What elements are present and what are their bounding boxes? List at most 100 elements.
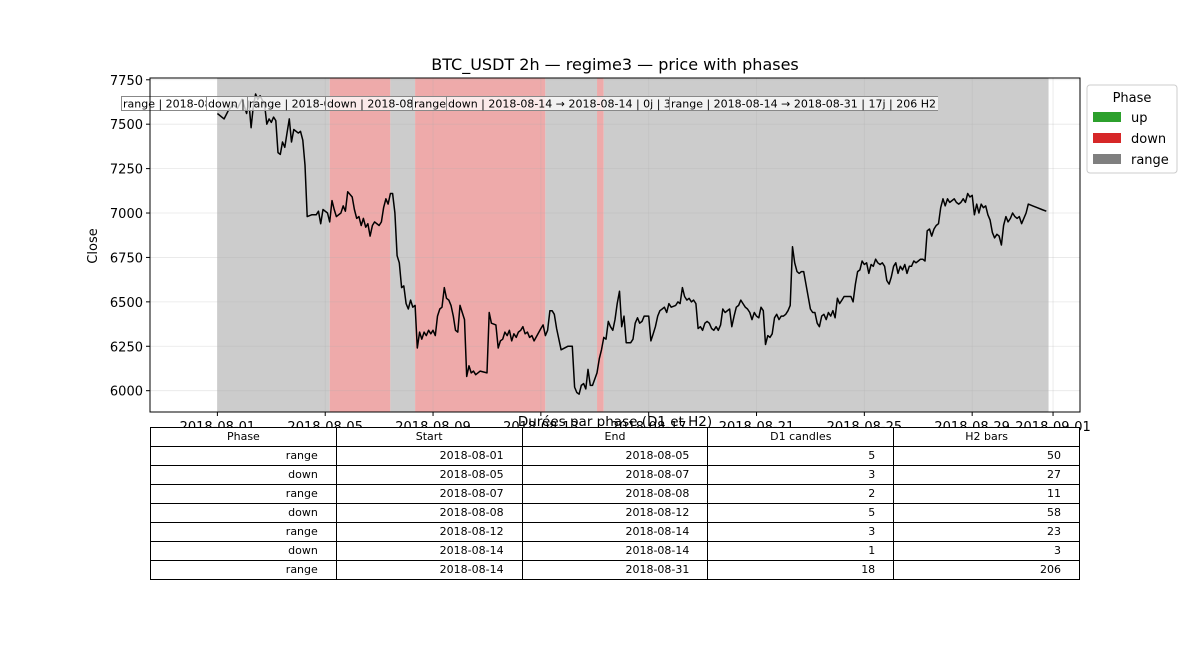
legend-swatch-down bbox=[1093, 133, 1121, 143]
y-tick-label: 7750 bbox=[110, 74, 143, 89]
table-cell: 2018-08-08 bbox=[335, 503, 523, 523]
legend-swatch-up bbox=[1093, 112, 1121, 122]
table-column-header: Start bbox=[335, 427, 523, 447]
phase-label-box: range | 2018-08-01 → 2018-08-05 | 4j | 5… bbox=[121, 96, 374, 111]
table-cell: 2 bbox=[707, 484, 895, 504]
table-column-header: End bbox=[521, 427, 709, 447]
table-cell: 2018-08-14 bbox=[335, 541, 523, 561]
price-line bbox=[216, 93, 1047, 395]
table-column-header: Phase bbox=[150, 427, 337, 447]
table-cell: 58 bbox=[893, 503, 1080, 523]
table-cell: 206 bbox=[893, 560, 1080, 580]
phase-label-range: range | 2018-08-07 → 2018-08-08 | 1j | 1… bbox=[247, 96, 500, 111]
table-cell: 3 bbox=[893, 541, 1080, 561]
table-cell: down bbox=[150, 465, 337, 485]
table-column-header: D1 candles bbox=[707, 427, 895, 447]
phase-label-box: down | 2018-08-05 → 2018-08-07 | 2j | 27… bbox=[206, 96, 457, 111]
phase-band-down bbox=[329, 78, 391, 412]
phase-label-box: range | 2018-08-14 → 2018-08-31 | 17j | … bbox=[669, 96, 938, 111]
table-cell: 18 bbox=[707, 560, 895, 580]
table-row: down 2018-08-08 2018-08-12 5 58 bbox=[150, 503, 1080, 523]
table-column-header: H2 bars bbox=[893, 427, 1080, 447]
phase-band-down bbox=[415, 78, 546, 412]
y-tick-label: 6750 bbox=[110, 251, 143, 266]
table-cell: 3 bbox=[707, 465, 895, 485]
table-cell: down bbox=[150, 503, 337, 523]
phase-table: Phase Start End D1 candles H2 bars range 2018… bbox=[150, 427, 1080, 580]
table-cell: 2018-08-05 bbox=[335, 465, 523, 485]
legend-box bbox=[1086, 84, 1178, 174]
phase-labels: range | 2018-08-01 → 2018-08-05 | 4j | 5… bbox=[121, 96, 938, 111]
table-cell: 27 bbox=[893, 465, 1080, 485]
table-cell: 2018-08-12 bbox=[521, 503, 709, 523]
phase-label-text: range | 2018-08-12 → 2018-08-14 | 1j | 2… bbox=[414, 98, 665, 111]
phase-band-range bbox=[217, 78, 330, 412]
table-row: range 2018-08-12 2018-08-14 3 23 bbox=[150, 522, 1080, 542]
table-row: range 2018-08-01 2018-08-05 5 50 bbox=[150, 446, 1080, 466]
phase-band-range bbox=[390, 78, 416, 412]
table-cell: 2018-08-07 bbox=[335, 484, 523, 504]
table-title: Durées par phase (D1 et H2) bbox=[517, 414, 713, 430]
phase-label-box: range | 2018-08-12 → 2018-08-14 | 1j | 2… bbox=[412, 96, 665, 111]
table-cell: range bbox=[150, 560, 337, 580]
table-cell: 2018-08-07 bbox=[521, 465, 709, 485]
y-tick-label: 7250 bbox=[110, 163, 143, 178]
table-cell: 2018-08-05 bbox=[521, 446, 709, 466]
plot-frame bbox=[149, 77, 1081, 413]
phase-label-range: range | 2018-08-14 → 2018-08-31 | 17j | … bbox=[669, 96, 938, 111]
table-cell: 5 bbox=[707, 503, 895, 523]
table-row: range 2018-08-14 2018-08-31 18 206 bbox=[150, 560, 1080, 580]
phase-band-range bbox=[545, 78, 598, 412]
phase-band-range bbox=[603, 78, 1049, 412]
phase-label-bg bbox=[669, 96, 938, 111]
phase-label-bg bbox=[412, 96, 446, 111]
phase-label-text: down | 2018-08-14 → 2018-08-14 | 0j | 3 … bbox=[448, 98, 690, 111]
legend-label-down: down bbox=[1131, 132, 1166, 147]
phase-label-range: range | 2018-08-12 → 2018-08-14 | 1j | 2… bbox=[412, 96, 665, 111]
phase-label-box: down | 2018-08-14 → 2018-08-14 | 0j | 3 … bbox=[446, 96, 690, 111]
phase-bands bbox=[217, 78, 1049, 412]
table-row: down 2018-08-14 2018-08-14 1 3 bbox=[150, 541, 1080, 561]
table-cell: 2018-08-01 bbox=[335, 446, 523, 466]
phase-label-bg bbox=[206, 96, 247, 111]
table-cell: 2018-08-14 bbox=[521, 541, 709, 561]
table-cell: 3 bbox=[707, 522, 895, 542]
y-tick-label: 7000 bbox=[110, 207, 143, 222]
table-cell: 2018-08-12 bbox=[335, 522, 523, 542]
phase-label-range: range | 2018-08-01 → 2018-08-05 | 4j | 5… bbox=[121, 96, 374, 111]
phase-label-box: down | 2018-08-08 → 2018-08-12 | 4j | 58… bbox=[325, 96, 576, 111]
phase-label-text: down | 2018-08-05 → 2018-08-07 | 2j | 27… bbox=[208, 98, 457, 111]
table-row: range 2018-08-07 2018-08-08 2 11 bbox=[150, 484, 1080, 504]
phase-label-text: range | 2018-08-07 → 2018-08-08 | 1j | 1… bbox=[249, 98, 500, 111]
table-cell: range bbox=[150, 484, 337, 504]
table-body: range 2018-08-01 2018-08-05 5 50 down 2018-08-… bbox=[150, 446, 1080, 580]
phase-label-text: range | 2018-08-01 → 2018-08-05 | 4j | 5… bbox=[123, 98, 374, 111]
phase-label-bg bbox=[247, 96, 325, 111]
phase-label-down: down | 2018-08-05 → 2018-08-07 | 2j | 27… bbox=[206, 96, 457, 111]
phase-label-bg bbox=[325, 96, 412, 111]
phase-label-bg bbox=[446, 96, 669, 111]
table-cell: 2018-08-14 bbox=[521, 522, 709, 542]
y-tick-label: 7500 bbox=[110, 118, 143, 133]
phase-label-text: range | 2018-08-14 → 2018-08-31 | 17j | … bbox=[671, 98, 936, 111]
y-tick-label: 6500 bbox=[110, 296, 143, 311]
series-group bbox=[216, 93, 1047, 395]
table-cell: down bbox=[150, 541, 337, 561]
table-cell: 11 bbox=[893, 484, 1080, 504]
legend-title: Phase bbox=[1113, 91, 1152, 106]
chart-title: BTC_USDT 2h — regime3 — price with phase… bbox=[431, 55, 799, 75]
table-cell: 2018-08-31 bbox=[521, 560, 709, 580]
phase-band-down bbox=[597, 78, 604, 412]
y-tick-label: 6000 bbox=[110, 385, 143, 400]
phase-label-down: down | 2018-08-14 → 2018-08-14 | 0j | 3 … bbox=[446, 96, 690, 111]
legend: Phase up down range bbox=[1086, 84, 1178, 174]
y-tick-label: 6250 bbox=[110, 340, 143, 355]
table-cell: range bbox=[150, 522, 337, 542]
phase-label-bg bbox=[121, 96, 206, 111]
table-header-row: Phase Start End D1 candles H2 bars bbox=[150, 427, 1080, 447]
phase-label-text: down | 2018-08-08 → 2018-08-12 | 4j | 58… bbox=[327, 98, 576, 111]
grid bbox=[150, 78, 1080, 412]
table-cell: 5 bbox=[707, 446, 895, 466]
table-cell: 2018-08-14 bbox=[335, 560, 523, 580]
